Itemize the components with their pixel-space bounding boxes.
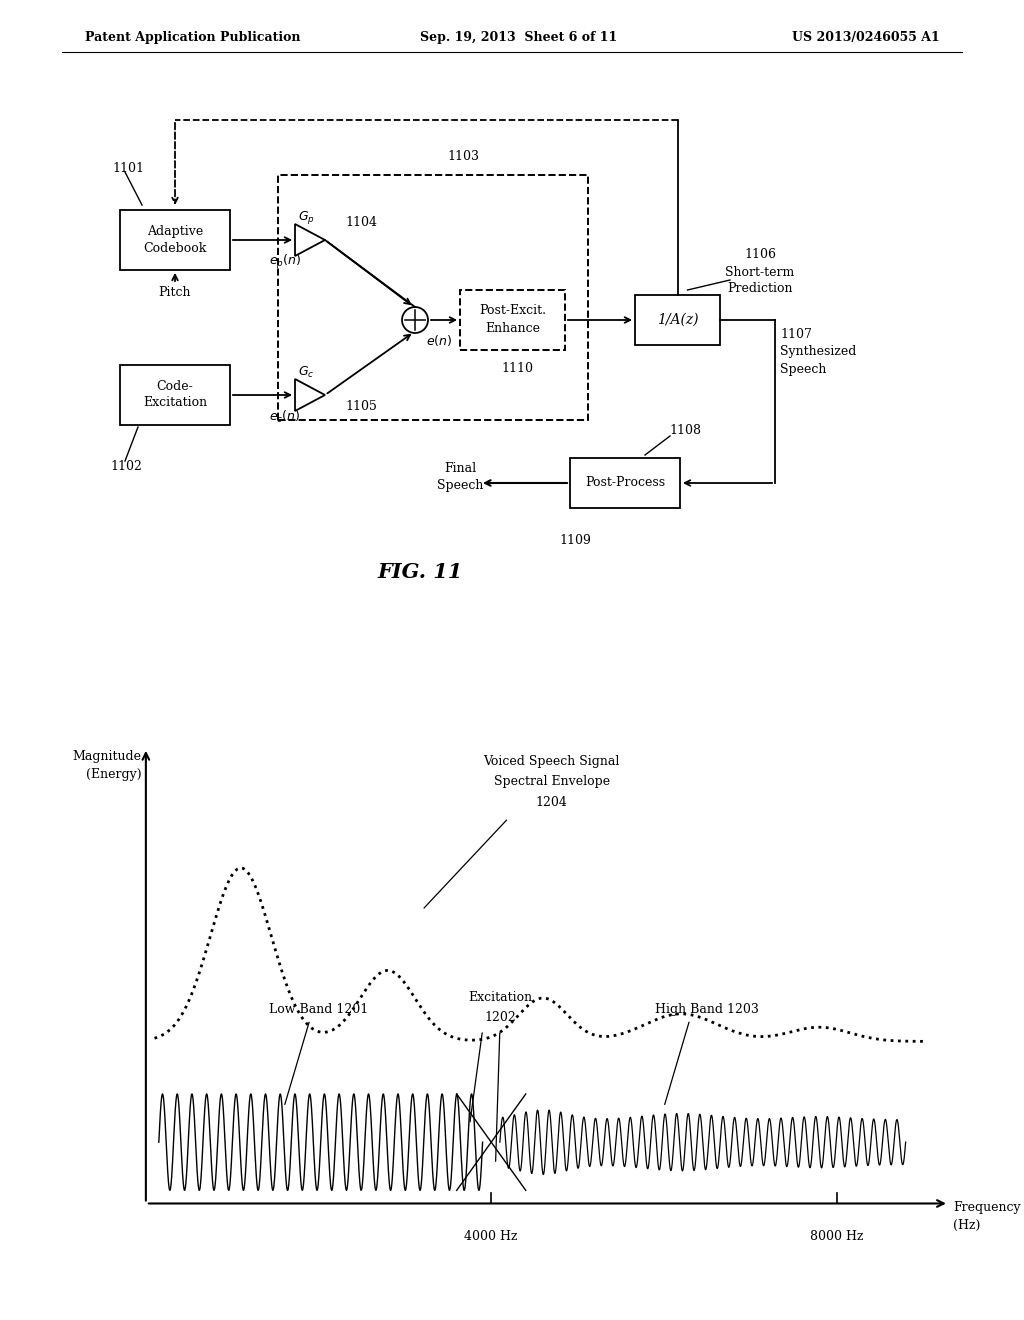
Text: 1106: 1106: [744, 248, 776, 261]
Bar: [120, 366, 230, 425]
Text: 1/A(z): 1/A(z): [656, 313, 698, 327]
Text: 1104: 1104: [345, 215, 377, 228]
Text: Excitation: Excitation: [468, 991, 531, 1005]
Bar: [278, 176, 588, 420]
Text: Synthesized: Synthesized: [780, 346, 856, 359]
Text: $e_p(n)$: $e_p(n)$: [269, 253, 301, 271]
Text: Sep. 19, 2013  Sheet 6 of 11: Sep. 19, 2013 Sheet 6 of 11: [420, 32, 617, 45]
Text: Excitation: Excitation: [143, 396, 207, 409]
Text: Spectral Envelope: Spectral Envelope: [494, 775, 609, 788]
Text: Enhance: Enhance: [485, 322, 540, 335]
Text: $G_c$: $G_c$: [298, 364, 314, 380]
Text: Short-term: Short-term: [725, 265, 795, 279]
Bar: [570, 458, 680, 508]
Text: $e(n)$: $e(n)$: [426, 333, 452, 347]
Bar: [635, 294, 720, 345]
Bar: [460, 290, 565, 350]
Text: 1102: 1102: [110, 461, 142, 474]
Text: Codebook: Codebook: [143, 242, 207, 255]
Text: 1103: 1103: [447, 150, 479, 164]
Text: 1108: 1108: [669, 424, 701, 437]
Text: High Band 1203: High Band 1203: [655, 1002, 759, 1015]
Text: Adaptive: Adaptive: [146, 226, 203, 239]
Text: Speech: Speech: [437, 479, 483, 491]
Text: 1105: 1105: [345, 400, 377, 413]
Text: 1109: 1109: [559, 533, 591, 546]
Text: Code-: Code-: [157, 380, 194, 393]
Text: Frequency: Frequency: [953, 1201, 1021, 1214]
Text: 1202: 1202: [484, 1011, 516, 1024]
Text: Post-Process: Post-Process: [585, 477, 665, 490]
Text: 1204: 1204: [536, 796, 567, 809]
Text: Voiced Speech Signal: Voiced Speech Signal: [483, 755, 620, 768]
Text: Patent Application Publication: Patent Application Publication: [85, 32, 300, 45]
Text: 1107: 1107: [780, 329, 812, 342]
Text: Speech: Speech: [780, 363, 826, 375]
Text: 8000 Hz: 8000 Hz: [810, 1230, 863, 1242]
Text: FIG. 12: FIG. 12: [378, 1203, 463, 1222]
Text: Magnitude: Magnitude: [73, 750, 141, 763]
Text: 4000 Hz: 4000 Hz: [465, 1230, 518, 1242]
Text: Post-Excit.: Post-Excit.: [479, 305, 546, 318]
Text: (Hz): (Hz): [953, 1218, 981, 1232]
Bar: [120, 210, 230, 271]
Text: FIG. 11: FIG. 11: [378, 562, 463, 582]
Text: Final: Final: [444, 462, 476, 475]
Text: Pitch: Pitch: [159, 285, 191, 298]
Text: 1110: 1110: [502, 362, 534, 375]
Text: (Energy): (Energy): [86, 768, 141, 780]
Text: Prediction: Prediction: [727, 282, 793, 296]
Text: Low Band 1201: Low Band 1201: [269, 1002, 369, 1015]
Text: $e_c(n)$: $e_c(n)$: [269, 409, 301, 425]
Text: US 2013/0246055 A1: US 2013/0246055 A1: [793, 32, 940, 45]
Text: 1101: 1101: [112, 161, 144, 174]
Text: $G_p$: $G_p$: [298, 209, 314, 226]
